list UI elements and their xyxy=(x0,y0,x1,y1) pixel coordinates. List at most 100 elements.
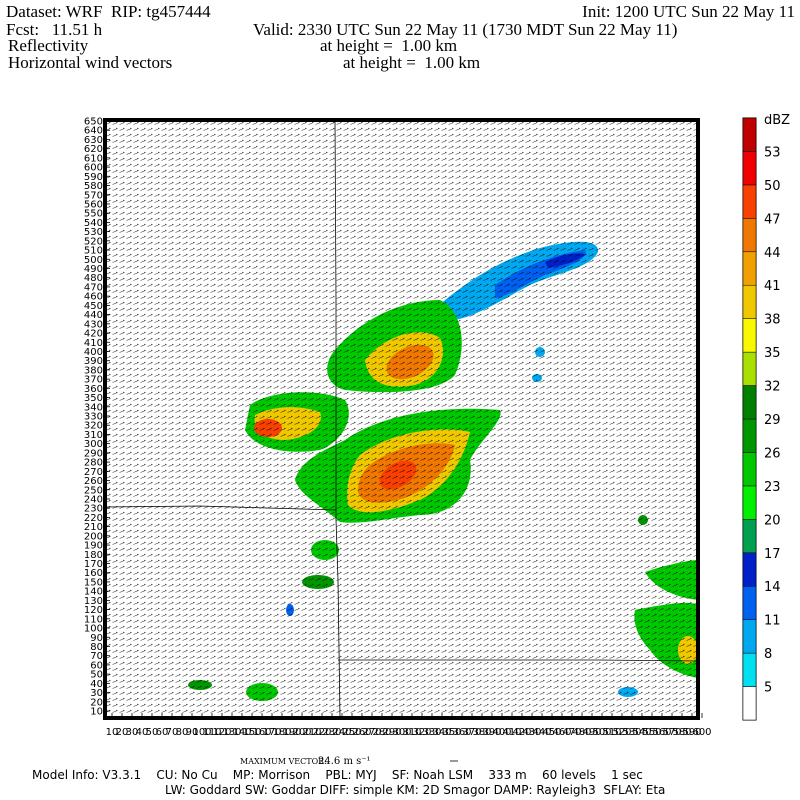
y-tick-label: 80 xyxy=(90,642,103,653)
x-tick-label: 40 xyxy=(136,727,149,738)
colorbar-label: 38 xyxy=(764,313,781,328)
colorbar-label: 50 xyxy=(764,179,781,194)
y-tick-label: 280 xyxy=(84,458,103,469)
x-tick-label: 50 xyxy=(146,727,159,738)
y-tick-label: 550 xyxy=(84,209,103,220)
colorbar-label: 44 xyxy=(764,246,781,261)
x-tick-label: 470 xyxy=(562,727,581,738)
colorbar-swatch xyxy=(742,284,757,319)
x-tick-label: 270 xyxy=(362,727,381,738)
y-tick-label: 160 xyxy=(84,568,103,579)
x-tick-label: 590 xyxy=(682,727,701,738)
y-tick-label: 620 xyxy=(84,144,103,155)
y-tick-label: 640 xyxy=(84,126,103,137)
x-tick-label: 230 xyxy=(322,727,341,738)
x-tick-label: 190 xyxy=(282,727,301,738)
x-tick-label: 180 xyxy=(272,727,291,738)
y-tick-label: 340 xyxy=(84,402,103,413)
y-tick-label: 220 xyxy=(84,513,103,524)
x-tick-label: 410 xyxy=(502,727,521,738)
y-tick-label: 610 xyxy=(84,153,103,164)
x-tick-label: 560 xyxy=(652,727,671,738)
y-tick-label: 300 xyxy=(84,439,103,450)
y-tick-label: 580 xyxy=(84,181,103,192)
colorbar-label: 26 xyxy=(764,446,781,461)
x-tick-label: 580 xyxy=(672,727,691,738)
x-tick-label: 600 xyxy=(692,727,711,738)
y-tick-label: 410 xyxy=(84,338,103,349)
y-tick-label: 590 xyxy=(84,172,103,183)
y-tick-label: 210 xyxy=(84,522,103,533)
x-tick-label: 250 xyxy=(342,727,361,738)
y-tick-label: 380 xyxy=(84,365,103,376)
y-tick-label: 40 xyxy=(90,679,103,690)
colorbar-label: 11 xyxy=(764,614,781,629)
colorbar-label: 23 xyxy=(764,480,781,495)
x-tick-label: 500 xyxy=(592,727,611,738)
y-tick-label: 490 xyxy=(84,264,103,275)
x-tick-label: 100 xyxy=(192,727,211,738)
y-tick-label: 630 xyxy=(84,135,103,146)
y-tick-label: 20 xyxy=(90,697,103,708)
y-tick-label: 110 xyxy=(84,614,103,625)
x-tick-label: 540 xyxy=(632,727,651,738)
y-tick-label: 50 xyxy=(90,670,103,681)
x-tick-label: 460 xyxy=(552,727,571,738)
colorbar-label: 47 xyxy=(764,212,781,227)
x-tick-label: 400 xyxy=(492,727,511,738)
x-tick-label: 120 xyxy=(212,727,231,738)
x-tick-label: 130 xyxy=(222,727,241,738)
y-tick-label: 190 xyxy=(84,541,103,552)
field-height: at height = 1.00 km xyxy=(320,36,457,55)
x-tick-label: 490 xyxy=(582,727,601,738)
colorbar-swatch xyxy=(742,585,757,620)
colorbar-label: 14 xyxy=(764,580,781,595)
y-tick-label: 420 xyxy=(84,329,103,340)
max-vector-value: 24.6 m s⁻¹ xyxy=(318,756,371,767)
y-tick-label: 470 xyxy=(84,282,103,293)
y-tick-label: 260 xyxy=(84,476,103,487)
x-tick-label: 320 xyxy=(412,727,431,738)
x-tick-label: 200 xyxy=(292,727,311,738)
y-tick-label: 10 xyxy=(90,707,103,718)
y-tick-label: 500 xyxy=(84,255,103,266)
y-tick-label: 650 xyxy=(84,117,103,128)
map-area xyxy=(105,120,698,718)
x-tick-label: 530 xyxy=(622,727,641,738)
y-tick-label: 450 xyxy=(84,301,103,312)
colorbar-swatch xyxy=(742,351,757,386)
x-tick-label: 330 xyxy=(422,727,441,738)
field-name: Horizontal wind vectors xyxy=(8,53,172,72)
colorbar-label: 17 xyxy=(764,547,781,562)
y-tick-label: 330 xyxy=(84,412,103,423)
colorbar-label: 8 xyxy=(764,647,772,662)
y-tick-label: 480 xyxy=(84,273,103,284)
max-vector-label: MAXIMUM VECTOR: xyxy=(240,757,327,766)
y-tick-label: 390 xyxy=(84,356,103,367)
x-tick-label: 570 xyxy=(662,727,681,738)
x-tick-label: 90 xyxy=(186,727,199,738)
y-tick-label: 350 xyxy=(84,393,103,404)
x-tick-label: 80 xyxy=(176,727,189,738)
colorbar-swatch xyxy=(742,151,757,186)
colorbar-swatch xyxy=(742,251,757,286)
x-tick-label: 170 xyxy=(262,727,281,738)
init-time: Init: 1200 UTC Sun 22 May 11 xyxy=(582,2,795,21)
y-tick-label: 290 xyxy=(84,448,103,459)
colorbar-swatch xyxy=(742,218,757,253)
x-tick-label: 280 xyxy=(372,727,391,738)
colorbar-swatch xyxy=(742,452,757,487)
y-tick-label: 30 xyxy=(90,688,103,699)
y-tick-label: 400 xyxy=(84,347,103,358)
y-tick-label: 560 xyxy=(84,199,103,210)
colorbar-swatch xyxy=(742,552,757,587)
colorbar-swatch xyxy=(742,184,757,219)
x-tick-label: 220 xyxy=(312,727,331,738)
x-tick-label: 110 xyxy=(202,727,221,738)
y-tick-label: 510 xyxy=(84,246,103,257)
forecast-hour: Fcst: 11.51 h xyxy=(6,20,103,39)
colorbar-label: 29 xyxy=(764,413,781,428)
x-tick-label: 340 xyxy=(432,727,451,738)
colorbar-swatch xyxy=(742,318,757,353)
y-tick-label: 570 xyxy=(84,190,103,201)
